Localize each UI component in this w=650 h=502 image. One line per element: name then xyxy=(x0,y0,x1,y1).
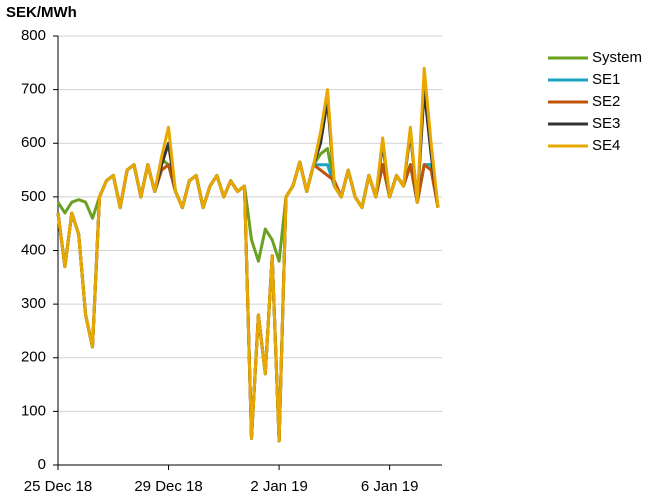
y-tick-label: 700 xyxy=(21,81,46,98)
y-tick-label: 300 xyxy=(21,295,46,312)
y-tick-label: 0 xyxy=(38,456,46,473)
legend-label: SE4 xyxy=(592,137,620,154)
y-tick-label: 200 xyxy=(21,349,46,366)
x-tick-label: 6 Jan 19 xyxy=(361,478,419,495)
y-tick-label: 100 xyxy=(21,402,46,419)
legend-label: SE2 xyxy=(592,93,620,110)
y-tick-label: 400 xyxy=(21,241,46,258)
x-tick-label: 25 Dec 18 xyxy=(24,478,92,495)
legend-label: System xyxy=(592,49,642,66)
legend-label: SE1 xyxy=(592,71,620,88)
y-tick-label: 600 xyxy=(21,134,46,151)
legend-label: SE3 xyxy=(592,115,620,132)
y-tick-label: 800 xyxy=(21,27,46,44)
y-tick-label: 500 xyxy=(21,188,46,205)
x-tick-label: 2 Jan 19 xyxy=(250,478,308,495)
x-tick-label: 29 Dec 18 xyxy=(134,478,202,495)
series-line xyxy=(56,66,440,443)
y-axis-label: SEK/MWh xyxy=(6,4,77,21)
